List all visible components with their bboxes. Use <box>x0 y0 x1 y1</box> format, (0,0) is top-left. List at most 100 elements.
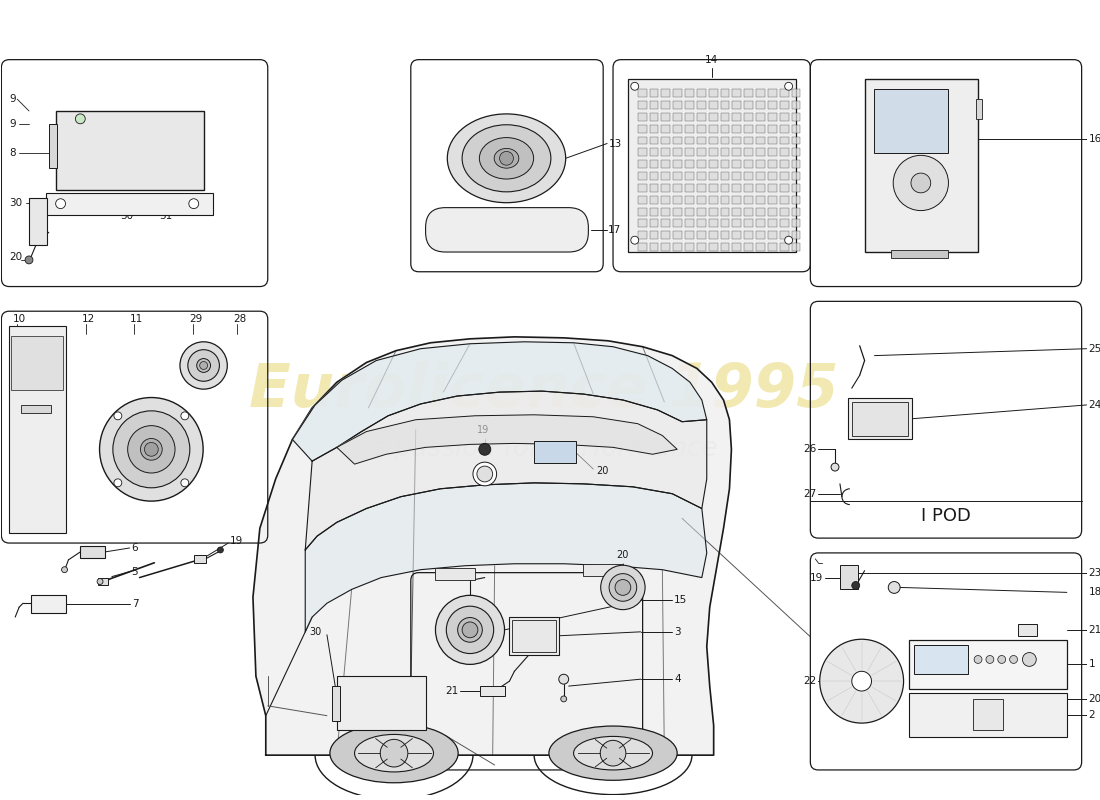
Text: 19: 19 <box>230 536 243 546</box>
Bar <box>720 125 729 133</box>
Bar <box>661 101 670 109</box>
Bar <box>194 555 206 562</box>
Text: 20: 20 <box>617 550 629 560</box>
Ellipse shape <box>330 723 459 782</box>
Bar <box>685 219 694 227</box>
Bar <box>780 160 789 168</box>
Circle shape <box>1010 655 1018 663</box>
Text: 30: 30 <box>9 198 22 208</box>
Circle shape <box>889 582 900 594</box>
Text: 16: 16 <box>1089 134 1100 143</box>
Bar <box>673 101 682 109</box>
Bar <box>649 219 659 227</box>
Text: 20: 20 <box>9 252 22 262</box>
Bar <box>733 172 741 180</box>
Circle shape <box>189 198 199 209</box>
Bar <box>649 243 659 251</box>
Text: 21: 21 <box>444 686 459 696</box>
Circle shape <box>462 622 477 638</box>
Ellipse shape <box>609 574 637 602</box>
Bar <box>649 160 659 168</box>
Bar <box>792 160 801 168</box>
Bar <box>756 208 764 215</box>
Bar <box>638 208 647 215</box>
Text: 13: 13 <box>609 138 623 149</box>
Bar <box>628 79 795 252</box>
Text: 20: 20 <box>1089 694 1100 704</box>
Bar <box>509 617 559 654</box>
Bar <box>708 172 717 180</box>
Circle shape <box>851 671 871 691</box>
FancyBboxPatch shape <box>426 208 588 252</box>
Bar <box>708 208 717 215</box>
Bar <box>661 243 670 251</box>
Bar <box>697 160 706 168</box>
Bar <box>708 243 717 251</box>
Bar <box>720 243 729 251</box>
Bar <box>745 90 754 97</box>
Bar <box>673 231 682 239</box>
Bar <box>685 196 694 204</box>
Circle shape <box>911 173 931 193</box>
Bar <box>337 676 426 730</box>
Bar <box>685 137 694 145</box>
Bar <box>914 645 968 674</box>
Bar <box>638 184 647 192</box>
Ellipse shape <box>447 606 494 654</box>
Bar <box>46 193 213 214</box>
Text: 9: 9 <box>9 118 15 129</box>
Bar <box>792 231 801 239</box>
Bar <box>673 125 682 133</box>
Bar <box>661 149 670 156</box>
Bar <box>661 125 670 133</box>
Circle shape <box>630 236 639 244</box>
Bar <box>661 90 670 97</box>
Bar <box>685 125 694 133</box>
Bar <box>649 113 659 121</box>
Text: 27: 27 <box>803 489 816 498</box>
Bar <box>851 402 907 435</box>
Bar <box>720 113 729 121</box>
Bar <box>697 243 706 251</box>
Text: I POD: I POD <box>921 507 970 526</box>
Circle shape <box>381 739 408 767</box>
Text: 22: 22 <box>803 676 816 686</box>
Bar <box>638 219 647 227</box>
Text: 29: 29 <box>189 314 202 324</box>
Ellipse shape <box>99 398 204 501</box>
Bar <box>780 149 789 156</box>
Bar <box>673 90 682 97</box>
Bar <box>649 101 659 109</box>
Bar <box>792 219 801 227</box>
Circle shape <box>986 655 993 663</box>
Bar <box>685 101 694 109</box>
Bar <box>673 149 682 156</box>
Bar <box>1018 624 1037 636</box>
Bar <box>792 101 801 109</box>
Bar <box>697 137 706 145</box>
Bar <box>733 149 741 156</box>
Circle shape <box>180 479 189 486</box>
Polygon shape <box>253 337 732 755</box>
Bar <box>720 101 729 109</box>
Bar <box>708 113 717 121</box>
Bar <box>733 125 741 133</box>
Bar <box>792 149 801 156</box>
Bar <box>673 243 682 251</box>
Bar <box>756 125 764 133</box>
Bar <box>80 546 104 558</box>
Bar <box>768 208 777 215</box>
Text: 20: 20 <box>596 466 608 476</box>
Text: 23: 23 <box>1089 568 1100 578</box>
Ellipse shape <box>480 138 534 179</box>
Bar <box>780 137 789 145</box>
Bar <box>661 113 670 121</box>
Bar <box>745 137 754 145</box>
Bar <box>756 219 764 227</box>
Ellipse shape <box>573 737 652 770</box>
Bar <box>792 90 801 97</box>
Bar <box>685 160 694 168</box>
Bar <box>840 565 858 590</box>
Bar <box>649 184 659 192</box>
Ellipse shape <box>820 639 903 723</box>
